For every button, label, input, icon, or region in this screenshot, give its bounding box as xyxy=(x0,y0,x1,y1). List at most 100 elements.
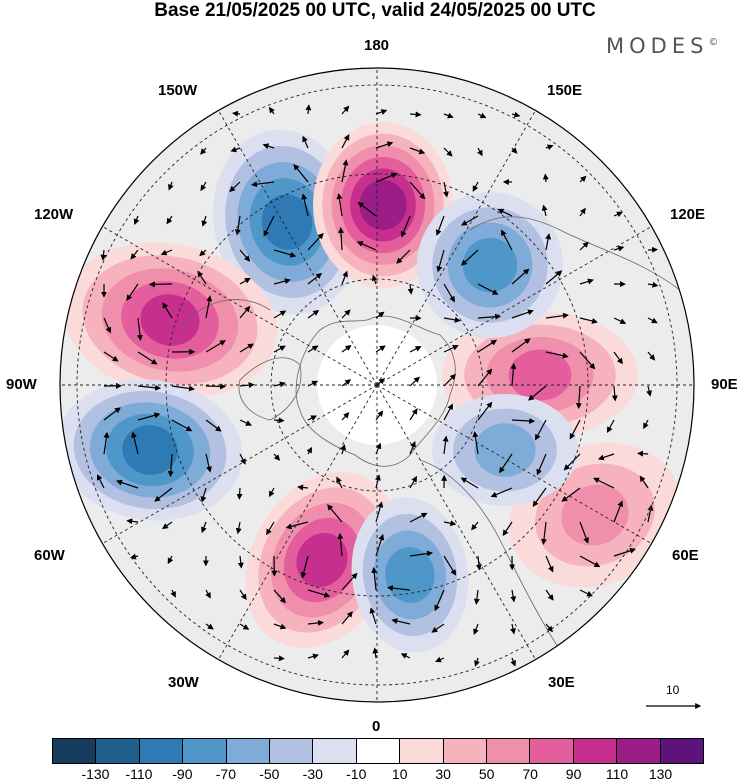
wind-arrow xyxy=(545,233,552,251)
lon-label-150w: 150W xyxy=(158,82,198,99)
wind-arrow xyxy=(239,277,251,285)
color-legend xyxy=(52,738,705,764)
wind-arrow xyxy=(647,281,659,288)
legend-tick-label: 110 xyxy=(605,766,629,782)
wind-arrow xyxy=(407,283,414,295)
scale-vector-label: 10 xyxy=(666,683,680,697)
legend-tick-label: 10 xyxy=(391,766,408,782)
wind-arrow xyxy=(593,477,615,489)
wind-arrow xyxy=(237,555,244,569)
wind-arrow xyxy=(337,532,344,557)
legend-swatch xyxy=(96,738,140,764)
wind-arrow xyxy=(273,345,286,353)
wind-arrow xyxy=(511,338,531,353)
wind-arrow xyxy=(137,412,161,421)
wind-arrow xyxy=(166,215,173,225)
legend-tick-label: 130 xyxy=(648,766,673,782)
wind-arrow xyxy=(637,450,649,457)
wind-arrow xyxy=(131,431,139,455)
anomaly-contour xyxy=(462,237,518,293)
wind-arrow xyxy=(375,109,388,115)
lon-label-30e: 30E xyxy=(548,674,575,691)
wind-arrow xyxy=(103,407,121,421)
wind-arrow xyxy=(205,453,212,473)
wind-arrow xyxy=(613,500,624,523)
wind-arrow xyxy=(239,623,250,630)
wind-arrow xyxy=(545,270,563,285)
wind-arrow xyxy=(307,309,320,319)
legend-swatch xyxy=(573,738,618,764)
wind-arrow xyxy=(391,618,411,625)
legend-tick-label: -70 xyxy=(215,766,236,782)
anomaly-contour xyxy=(474,423,536,477)
wind-arrow xyxy=(409,550,433,557)
wind-arrow xyxy=(201,521,207,534)
wind-arrow xyxy=(510,362,517,387)
lat-lon-grid xyxy=(60,68,694,702)
wind-arrow xyxy=(472,181,479,192)
wind-arrow xyxy=(375,533,385,557)
wind-arrow xyxy=(171,385,195,392)
wind-arrow xyxy=(409,376,420,387)
wind-arrow xyxy=(443,373,456,387)
wind-arrow xyxy=(341,412,350,421)
wind-arrow xyxy=(239,343,254,353)
wind-arrow xyxy=(490,487,513,498)
lon-label-180: 180 xyxy=(364,37,390,54)
wind-arrow xyxy=(499,453,513,474)
wind-arrow xyxy=(431,623,445,633)
wind-arrow xyxy=(160,249,173,256)
wind-arrow xyxy=(262,143,275,150)
wind-arrow xyxy=(643,419,649,430)
wind-arrow xyxy=(205,295,213,319)
wind-arrow xyxy=(647,351,656,361)
wind-arrow xyxy=(475,555,482,571)
wind-arrow xyxy=(443,147,453,157)
coastlines xyxy=(179,216,681,651)
map-border xyxy=(59,67,695,703)
wind-arrow xyxy=(137,384,162,391)
legend-tick-label: 30 xyxy=(435,766,451,782)
wind-arrow xyxy=(307,272,323,285)
wind-arrow xyxy=(341,134,350,149)
wind-arrow xyxy=(230,146,241,153)
wind-arrow xyxy=(268,106,275,115)
wind-arrow xyxy=(545,623,553,633)
wind-arrow xyxy=(473,623,479,636)
wind-arrow xyxy=(340,443,347,455)
wind-arrow xyxy=(400,653,411,659)
anomaly-contour xyxy=(359,180,407,230)
legend-tick-label: 70 xyxy=(522,766,538,782)
map-title: Base 21/05/2025 00 UTC, valid 24/05/2025… xyxy=(154,0,596,21)
wind-arrow xyxy=(129,553,139,560)
wind-arrow xyxy=(477,401,493,421)
wind-arrow xyxy=(341,309,351,319)
wind-arrow xyxy=(579,521,589,544)
lon-label-90e: 90E xyxy=(711,376,738,393)
wind-arrow xyxy=(436,249,445,273)
wind-arrow xyxy=(477,313,502,320)
lon-label-60e: 60E xyxy=(672,547,699,564)
legend-swatch xyxy=(443,738,488,764)
wind-arrow xyxy=(579,207,586,217)
wind-arrow xyxy=(535,419,547,441)
wind-arrow xyxy=(545,589,554,601)
wind-arrow xyxy=(511,417,536,424)
wind-arrow xyxy=(375,141,394,149)
wind-arrow xyxy=(273,249,297,258)
wind-arrow xyxy=(103,317,112,334)
wind-arrow xyxy=(511,309,534,319)
wind-arrow xyxy=(375,172,398,183)
wind-arrow xyxy=(647,317,658,324)
wind-arrow xyxy=(307,619,324,626)
legend-tick-label: -130 xyxy=(81,766,110,782)
wind-vectors xyxy=(96,104,659,667)
wind-arrow xyxy=(301,193,309,217)
legend-swatch xyxy=(660,738,705,764)
wind-arrow xyxy=(273,278,291,285)
wind-arrow xyxy=(409,147,426,155)
wind-arrow xyxy=(613,245,625,252)
wind-arrow xyxy=(510,623,516,635)
wind-arrow xyxy=(561,487,581,502)
